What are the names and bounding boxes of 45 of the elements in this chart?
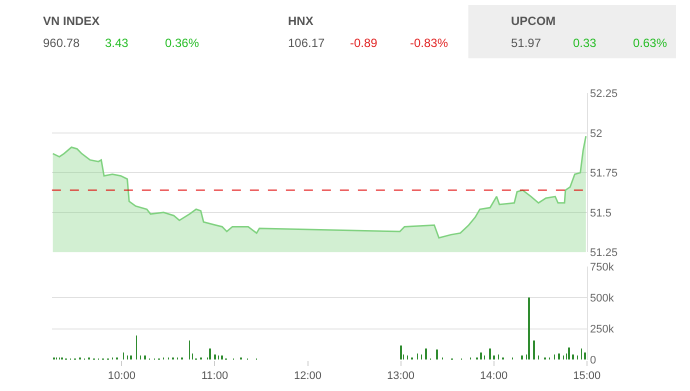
text: HNX xyxy=(288,14,314,28)
bar xyxy=(144,356,146,360)
y-tick-label: 0 xyxy=(590,354,596,367)
bar xyxy=(130,356,132,360)
bar xyxy=(488,348,491,360)
y-tick-label: 250k xyxy=(590,324,614,336)
bar xyxy=(480,352,482,360)
bar xyxy=(520,356,523,360)
x-tick-label: 12:00 xyxy=(294,370,322,382)
x-tick-label: 13:00 xyxy=(387,370,415,382)
text: -0.83% xyxy=(410,36,448,50)
bar xyxy=(532,340,535,360)
y-tick-label: 51.25 xyxy=(590,247,618,260)
bar xyxy=(572,354,574,360)
text: 0.33 xyxy=(573,36,597,50)
bar xyxy=(558,354,560,360)
y-tick-label: 51.5 xyxy=(590,207,612,220)
text: 3.43 xyxy=(105,36,129,50)
text: 0.36% xyxy=(165,36,200,50)
text: 960.78 xyxy=(43,36,80,50)
x-tick-label: 14:00 xyxy=(480,370,508,382)
bar xyxy=(584,352,586,360)
text: -0.89 xyxy=(350,36,378,50)
bar xyxy=(568,348,570,360)
bar xyxy=(492,356,495,360)
text: VN INDEX xyxy=(43,14,100,28)
y-tick-label: 52.25 xyxy=(590,88,618,100)
bar xyxy=(208,348,211,360)
x-tick-label: 15:00 xyxy=(573,370,601,382)
bar xyxy=(436,350,438,360)
text: 51.97 xyxy=(511,36,542,50)
x-tick-label: 10:00 xyxy=(108,370,136,382)
bar xyxy=(400,346,402,360)
bar xyxy=(220,356,223,360)
bar xyxy=(214,354,216,360)
text: UPCOM xyxy=(511,14,556,28)
text: 106.17 xyxy=(288,36,326,50)
x-tick-label: 11:00 xyxy=(201,370,228,382)
y-tick-label: 51.75 xyxy=(590,168,618,180)
y-tick-label: 750k xyxy=(590,262,614,274)
text: 0.63% xyxy=(633,36,668,50)
y-tick-label: 52 xyxy=(590,128,602,140)
bar xyxy=(528,298,530,360)
y-tick-label: 500k xyxy=(590,292,614,305)
bar xyxy=(424,348,427,360)
